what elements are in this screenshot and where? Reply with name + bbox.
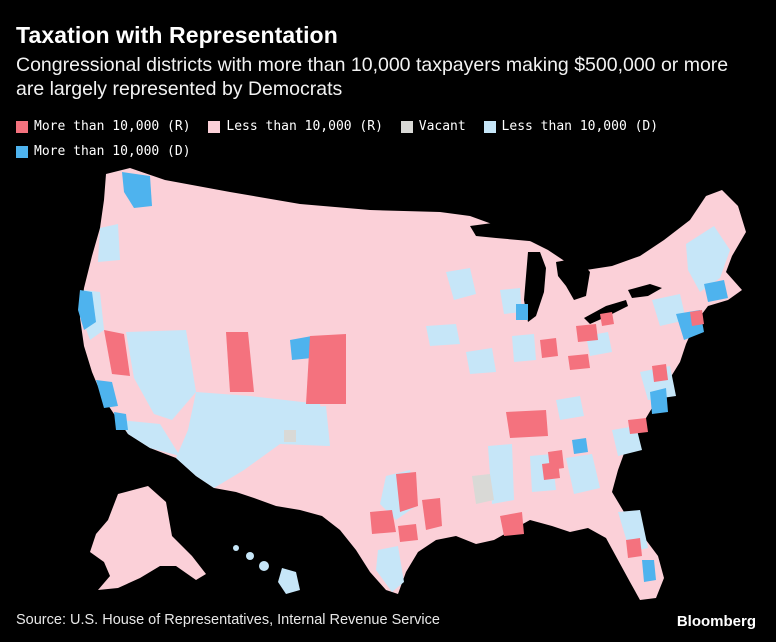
- district-houston: [422, 498, 442, 530]
- district-dc: [650, 388, 668, 414]
- source-note: Source: U.S. House of Representatives, I…: [16, 612, 440, 628]
- district-indiana-r: [540, 338, 558, 358]
- us-district-map: [78, 168, 746, 600]
- lake-huron: [556, 258, 590, 300]
- legend-label: More than 10,000 (R): [34, 119, 191, 134]
- legend-swatch-r-low: [208, 121, 221, 133]
- district-kentucky: [556, 396, 584, 420]
- district-texas-north: [398, 524, 418, 542]
- district-utah: [226, 332, 254, 392]
- district-san-antonio: [370, 510, 396, 534]
- district-new-orleans: [500, 512, 524, 536]
- lake-ontario: [628, 284, 662, 298]
- district-new-mexico: [302, 406, 330, 446]
- lake-michigan: [524, 252, 546, 322]
- district-ohio-r: [568, 354, 590, 370]
- legend-swatch-d-low: [483, 121, 496, 133]
- legend-item-d-high: More than 10,000 (D): [16, 141, 191, 163]
- district-oregon-coast: [98, 224, 120, 262]
- district-florida-r: [626, 538, 642, 558]
- district-missouri: [466, 348, 496, 374]
- bloomberg-logo: Bloomberg: [676, 613, 756, 630]
- district-georgia: [566, 454, 600, 494]
- district-ny-r: [600, 312, 614, 326]
- lake-erie: [584, 300, 628, 324]
- legend-label: Less than 10,000 (R): [226, 119, 383, 134]
- district-la: [96, 380, 118, 408]
- district-miami: [642, 560, 656, 582]
- district-ca-central: [104, 330, 130, 376]
- r-high-districts: [104, 310, 704, 558]
- district-illinois: [512, 334, 536, 362]
- district-florida: [618, 510, 648, 552]
- district-minnesota: [446, 268, 476, 300]
- district-dallas: [396, 472, 418, 512]
- chart-title: Taxation with Representation: [16, 22, 338, 48]
- district-bay-area: [78, 290, 96, 330]
- district-sc-r: [628, 418, 648, 434]
- legend-item-vacant: Vacant: [400, 116, 466, 138]
- legend-item-d-low: Less than 10,000 (D): [483, 116, 659, 138]
- district-kansas-city: [506, 410, 548, 438]
- district-texas-rio: [376, 546, 404, 592]
- district-nj-r: [690, 310, 704, 326]
- legend-item-r-high: More than 10,000 (R): [16, 116, 191, 138]
- legend: More than 10,000 (R) Less than 10,000 (R…: [16, 116, 756, 166]
- district-nevada-north: [126, 330, 196, 420]
- district-ca-south: [120, 420, 180, 456]
- legend-label: More than 10,000 (D): [34, 144, 191, 159]
- district-vacant-la: [472, 474, 494, 504]
- district-new-england: [686, 226, 730, 292]
- hawaii-island: [246, 552, 254, 560]
- district-colorado: [306, 334, 346, 404]
- alaska-shape: [90, 486, 206, 590]
- d-high-districts: [78, 172, 728, 582]
- hawaii-island: [259, 561, 269, 571]
- district-boston: [704, 280, 728, 302]
- legend-swatch-vacant: [400, 121, 413, 133]
- chart-subtitle: Congressional districts with more than 1…: [16, 54, 729, 100]
- hawaii-island: [278, 568, 300, 594]
- district-tn-r: [542, 462, 560, 480]
- district-iowa: [426, 324, 460, 346]
- district-san-diego: [114, 412, 128, 430]
- district-denver: [290, 336, 312, 360]
- district-vacant-nm: [284, 430, 296, 442]
- district-virginia-r: [652, 364, 668, 382]
- legend-label: Vacant: [418, 119, 466, 134]
- district-mississippi: [488, 444, 514, 504]
- hawaii-shape: [233, 545, 300, 594]
- legend-label: Less than 10,000 (D): [501, 119, 659, 134]
- district-atlanta: [572, 438, 588, 454]
- district-michigan-r: [576, 324, 598, 342]
- legend-item-r-low: Less than 10,000 (R): [208, 116, 383, 138]
- lake-superior: [470, 222, 548, 242]
- legend-swatch-r-high: [16, 121, 28, 133]
- district-seattle: [122, 172, 152, 208]
- district-chicago: [516, 304, 528, 320]
- hawaii-island: [233, 545, 239, 551]
- legend-swatch-d-high: [16, 146, 28, 158]
